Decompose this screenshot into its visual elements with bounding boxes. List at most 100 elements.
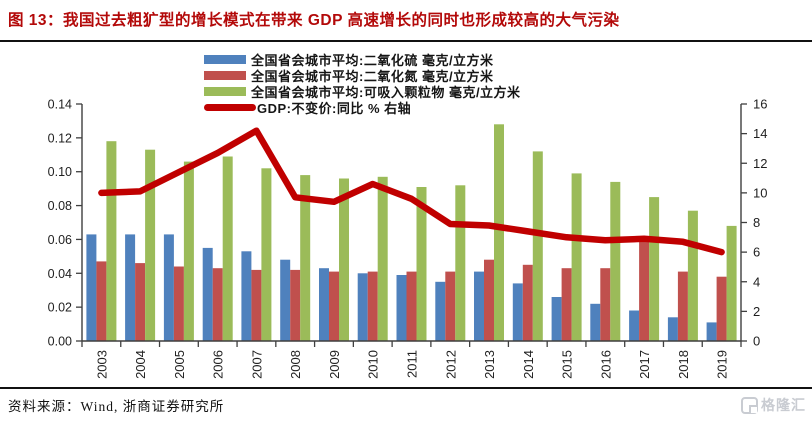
bar-0-2016	[590, 303, 601, 341]
x-category-label: 2012	[443, 350, 458, 379]
bar-2-2019	[726, 225, 737, 341]
x-category-label: 2005	[172, 350, 187, 379]
bar-0-2007	[241, 251, 252, 341]
left-tick-label: 0.08	[48, 199, 72, 213]
bar-2-2004	[145, 149, 156, 341]
gelonghui-watermark: 格隆汇	[741, 395, 806, 415]
bar-2-2006	[222, 156, 233, 341]
legend-label-so2: 全国省会城市平均:二氧化硫 毫克/立方米	[251, 53, 494, 68]
right-tick-label: 16	[753, 97, 767, 112]
bar-1-2012	[445, 271, 456, 341]
bar-1-2003	[96, 261, 107, 341]
bar-1-2007	[251, 269, 262, 341]
bar-1-2010	[367, 271, 378, 341]
x-category-label: 2006	[211, 350, 226, 379]
left-tick-label: 0.04	[48, 267, 72, 281]
bar-2-2010	[377, 176, 388, 341]
bar-0-2009	[319, 268, 329, 341]
right-tick-label: 4	[753, 274, 760, 289]
x-category-label: 2016	[598, 350, 613, 379]
x-category-label: 2010	[366, 350, 381, 379]
bar-2-2005	[183, 161, 194, 341]
x-category-label: 2013	[482, 350, 497, 379]
bar-2-2014	[532, 151, 543, 341]
bar-0-2017	[629, 310, 640, 341]
bar-2-2003	[106, 141, 117, 341]
bar-2-2008	[300, 175, 311, 341]
footer-divider	[0, 387, 812, 389]
left-tick-label: 0.00	[48, 335, 72, 349]
right-tick-label: 10	[753, 185, 767, 200]
bar-1-2004	[135, 263, 146, 341]
bar-0-2005	[163, 234, 174, 341]
gelonghui-logo-text: 格隆汇	[761, 397, 806, 413]
bar-0-2011	[396, 275, 407, 341]
x-category-label: 2015	[560, 350, 575, 379]
left-tick-label: 0.06	[48, 233, 72, 247]
x-category-label: 2018	[676, 350, 691, 379]
bar-1-2018	[677, 271, 688, 341]
bar-0-2014	[512, 283, 523, 341]
gelonghui-logo-icon	[741, 396, 758, 414]
x-category-label: 2003	[94, 350, 109, 379]
right-tick-label: 14	[753, 126, 767, 141]
bar-1-2016	[600, 268, 611, 341]
bar-1-2013	[484, 259, 494, 341]
bar-0-2012	[435, 281, 446, 342]
legend-label-no2: 全国省会城市平均:二氧化氮 毫克/立方米	[251, 69, 494, 84]
bar-1-2019	[716, 276, 727, 341]
bar-0-2018	[667, 317, 678, 341]
bar-2-2007	[261, 168, 272, 341]
gdp-line	[98, 127, 725, 256]
left-tick-label: 0.02	[48, 301, 72, 315]
legend-swatch-pm10-icon	[204, 87, 246, 96]
source-note: 资料来源：Wind, 浙商证券研究所	[8, 399, 225, 414]
x-category-label: 2009	[327, 350, 342, 379]
bar-2-2015	[571, 173, 582, 341]
right-tick-label: 8	[753, 215, 760, 230]
legend-swatch-no2-icon	[204, 71, 246, 80]
bar-0-2008	[280, 259, 291, 341]
bar-1-2015	[561, 268, 572, 341]
x-category-label: 2019	[715, 350, 730, 379]
right-tick-label: 0	[753, 334, 760, 349]
bar-1-2017	[639, 241, 650, 341]
figure-title: 图 13：我国过去粗犷型的增长模式在带来 GDP 高速增长的同时也形成较高的大气…	[8, 12, 620, 29]
bar-1-2008	[290, 269, 301, 341]
bar-0-2010	[357, 273, 368, 341]
bar-2-2018	[687, 210, 698, 341]
chart-legend: 全国省会城市平均:二氧化硫 毫克/立方米 全国省会城市平均:二氧化氮 毫克/立方…	[204, 52, 521, 116]
bar-2-2017	[649, 197, 660, 341]
bar-2-2013	[494, 124, 504, 341]
title-divider	[0, 40, 812, 42]
bar-1-2005	[173, 266, 184, 341]
x-category-label: 2004	[133, 350, 148, 379]
legend-item-so2: 全国省会城市平均:二氧化硫 毫克/立方米	[204, 52, 521, 68]
bar-2-2016	[610, 181, 621, 341]
bar-1-2011	[406, 271, 417, 341]
bar-0-2013	[474, 271, 484, 341]
legend-item-pm10: 全国省会城市平均:可吸入颗粒物 毫克/立方米	[204, 84, 521, 100]
x-category-label: 2007	[249, 350, 264, 379]
x-category-label: 2011	[405, 350, 420, 378]
legend-label-pm10: 全国省会城市平均:可吸入颗粒物 毫克/立方米	[251, 85, 521, 100]
bar-0-2004	[125, 234, 136, 341]
left-tick-label: 0.10	[48, 165, 72, 179]
bar-1-2009	[329, 271, 339, 341]
bar-0-2015	[551, 297, 562, 341]
bar-0-2003	[86, 234, 97, 341]
bar-2-2012	[455, 185, 466, 341]
bar-2-2009	[339, 178, 349, 341]
legend-item-no2: 全国省会城市平均:二氧化氮 毫克/立方米	[204, 68, 521, 84]
x-category-label: 2008	[288, 350, 303, 379]
bar-0-2006	[202, 247, 213, 341]
bar-0-2019	[706, 322, 717, 341]
legend-swatch-gdp-line-icon	[204, 104, 256, 111]
legend-label-gdp: GDP:不变价:同比 % 右轴	[257, 101, 412, 116]
left-tick-label: 0.14	[48, 98, 72, 112]
bar-2-2011	[416, 187, 427, 341]
legend-item-gdp: GDP:不变价:同比 % 右轴	[204, 100, 521, 116]
right-tick-label: 12	[753, 156, 767, 171]
